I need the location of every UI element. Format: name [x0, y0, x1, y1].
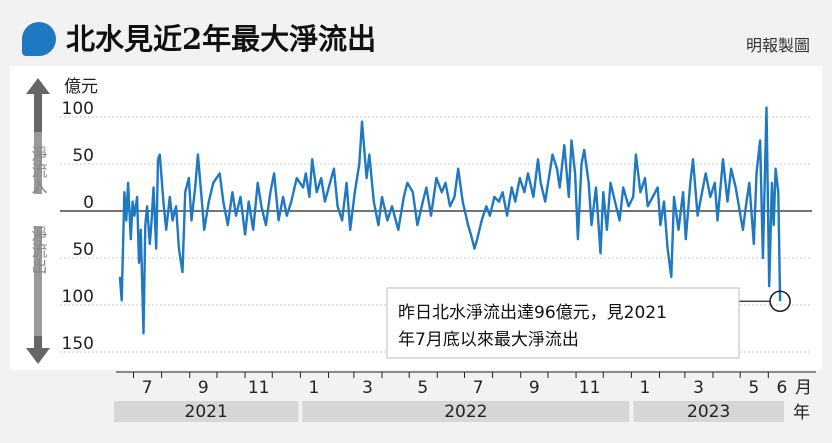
credit: 明報製圖: [745, 36, 810, 55]
x-tick-label: 7: [142, 378, 153, 398]
annotation: 昨日北水淨流出達96億元，見2021 年7月底以來最大淨流出: [386, 287, 791, 359]
year-bands: 2021 2022 2023: [114, 401, 784, 422]
year-label: 2022: [444, 402, 487, 422]
y-tick-labels: 100 50 0 50 100 150: [62, 99, 94, 354]
x-tick-label: 3: [693, 378, 704, 398]
y-tick-label: 0: [83, 193, 94, 213]
y-unit-label: 億元: [64, 77, 98, 97]
year-label: 2021: [185, 402, 228, 422]
y-tick-label: 50: [72, 146, 94, 166]
y-tick-label: 150: [62, 334, 94, 354]
annotation-box: [386, 287, 740, 359]
arrow-up-icon: [26, 78, 50, 132]
x-tick-labels: 7 9 11 1 3 5 7 9 11 1 3 5 6: [142, 378, 788, 398]
x-tick-label: 9: [529, 378, 540, 398]
x-ticks: [133, 372, 769, 378]
y-label-outflow: 淨流出: [29, 226, 48, 274]
x-tick-label: 1: [309, 378, 320, 398]
arrow-shaft-up: [34, 132, 42, 194]
x-tick-label: 9: [198, 378, 209, 398]
year-label: 2023: [687, 402, 730, 422]
x-tick-label: 1: [640, 378, 651, 398]
x-tick-label: 11: [248, 378, 270, 398]
series-line-0: [118, 106, 782, 335]
y-tick-label: 100: [62, 99, 94, 119]
y-label-inflow: 淨流入: [29, 146, 48, 194]
x-unit-month: 月: [795, 378, 812, 398]
x-tick-label: 5: [748, 378, 759, 398]
title-bullet-icon: [22, 22, 56, 56]
chart-title: 北水見近2年最大淨流出: [66, 22, 377, 56]
series-group: [118, 106, 782, 335]
annotation-text-1: 昨日北水淨流出達96億元，見2021: [398, 303, 667, 323]
title-bar: 北水見近2年最大淨流出 明報製圖: [0, 0, 832, 62]
arrow-down-icon: [26, 336, 50, 364]
year-band: [302, 401, 630, 422]
year-band: [633, 401, 784, 422]
annotation-text-2: 年7月底以來最大淨流出: [398, 330, 579, 350]
x-tick-label: 3: [362, 378, 373, 398]
y-axis-arrow: [26, 78, 50, 364]
x-tick-label: 7: [473, 378, 484, 398]
x-tick-label: 11: [579, 378, 601, 398]
x-tick-label: 6: [776, 378, 787, 398]
x-unit-year: 年: [793, 403, 810, 423]
x-tick-label: 5: [417, 378, 428, 398]
arrow-shaft-down: [34, 226, 42, 344]
y-tick-label: 50: [72, 240, 94, 260]
y-tick-label: 100: [62, 287, 94, 307]
annotation-circle: [769, 290, 791, 313]
year-band: [114, 401, 299, 422]
